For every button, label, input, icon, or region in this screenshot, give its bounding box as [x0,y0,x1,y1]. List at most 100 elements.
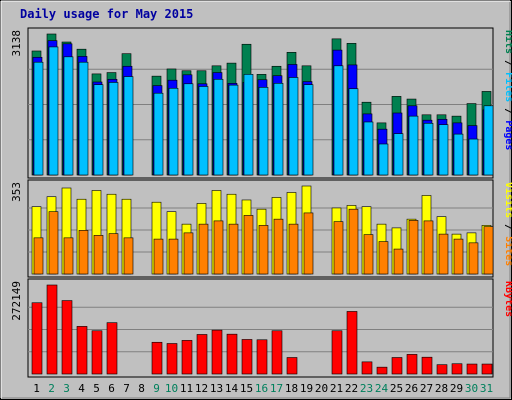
kbytes-bar [361,361,373,375]
sites-bar [468,242,479,275]
kbytes-panel: 272149 KBytes [10,278,512,378]
files-bar [288,77,299,176]
sites-bar [168,238,179,275]
files-bar [453,133,464,176]
legend: Visits / Sites [503,182,512,266]
kbytes-bar [166,343,178,375]
legend: KBytes [503,281,512,317]
files-bar [483,105,494,176]
sites-bar [423,220,434,275]
sites-bar [453,238,464,275]
sites-bar [258,225,269,275]
files-bar [48,46,59,176]
files-bar [153,92,164,176]
sites-bar [183,232,194,275]
sites-bar [93,235,104,275]
files-bar [333,65,344,176]
x-tick-label: 25 [390,382,403,395]
files-bar [408,115,419,176]
x-tick-label: 15 [240,382,253,395]
chart-title: Daily usage for May 2015 [20,7,193,21]
kbytes-bar [76,326,88,375]
x-tick-label: 16 [255,382,268,395]
sites-bar [153,238,164,275]
x-tick-label: 17 [270,382,283,395]
sites-bar [33,237,44,275]
sites-bar [198,223,209,275]
sites-bar [393,248,404,275]
y-axis-max-label: 272149 [10,281,23,321]
files-bar [198,86,209,176]
files-bar [93,84,104,176]
legend-separator: / [503,218,512,236]
x-axis-day-labels: 1 2 3 4 5 6 7 8 9 10 11 12 13 14 15 16 17 18 19 20 21 22 23 24 2… [33,382,493,395]
sites-bar [438,233,449,275]
x-tick-label: 13 [210,382,223,395]
kbytes-bar [346,311,358,375]
sites-bar [378,241,389,275]
x-tick-label: 4 [78,382,85,395]
legend-separator: / [503,102,512,120]
files-bar [423,123,434,176]
y-axis-max-label: 353 [10,182,23,202]
x-tick-label: 29 [450,382,463,395]
kbytes-bar [271,330,283,375]
x-tick-label: 1 [33,382,40,395]
files-bar [78,61,89,176]
kbytes-bar [436,364,448,375]
sites-bar [483,226,494,275]
kbytes-bar [391,357,403,375]
kbytes-bar [151,341,163,375]
kbytes-bar [406,354,418,375]
x-tick-label: 26 [405,382,418,395]
files-bar [183,83,194,176]
kbytes-bar [106,322,118,375]
legend-entry: Sites [503,236,512,266]
visits-sites-panel: 353 Visits / Sites [10,179,512,278]
files-bar [228,84,239,176]
sites-bar [363,234,374,275]
sites-bar [288,223,299,275]
y-axis-max-label: 3138 [10,30,23,57]
files-bar [33,61,44,176]
kbytes-bar [451,363,463,375]
legend-entry: KBytes [503,281,512,317]
kbytes-bar [181,340,193,375]
legend-entry: Visits [503,182,512,218]
x-tick-label: 19 [300,382,313,395]
sites-bar [273,218,284,275]
kbytes-bar [286,357,298,375]
legend-entry: Files [503,72,512,102]
x-tick-label: 20 [315,382,328,395]
kbytes-bar [376,366,388,375]
files-bar [378,143,389,176]
x-tick-label: 8 [138,382,145,395]
kbytes-bar [421,356,433,375]
files-bar [168,87,179,176]
kbytes-bar [256,339,268,375]
x-tick-label: 5 [93,382,100,395]
files-bar [273,83,284,176]
kbytes-bar [61,300,73,375]
sites-bar [63,237,74,275]
legend-separator: / [503,54,512,72]
x-tick-label: 28 [435,382,448,395]
sites-bar [333,221,344,275]
x-tick-label: 12 [195,382,208,395]
kbytes-bar [91,330,103,375]
files-bar [243,74,254,176]
sites-bar [108,233,119,275]
files-bar [123,76,134,176]
legend: Hits / Files / Pages [503,30,512,150]
x-tick-label: 6 [108,382,115,395]
files-bar [63,56,74,176]
x-tick-label: 2 [48,382,55,395]
x-tick-label: 14 [225,382,239,395]
sites-bar [408,220,419,275]
files-bar [438,124,449,176]
files-bar [258,87,269,176]
sites-bar [213,220,224,275]
kbytes-bar [196,334,208,375]
x-tick-label: 11 [180,382,193,395]
kbytes-bar [481,363,493,375]
